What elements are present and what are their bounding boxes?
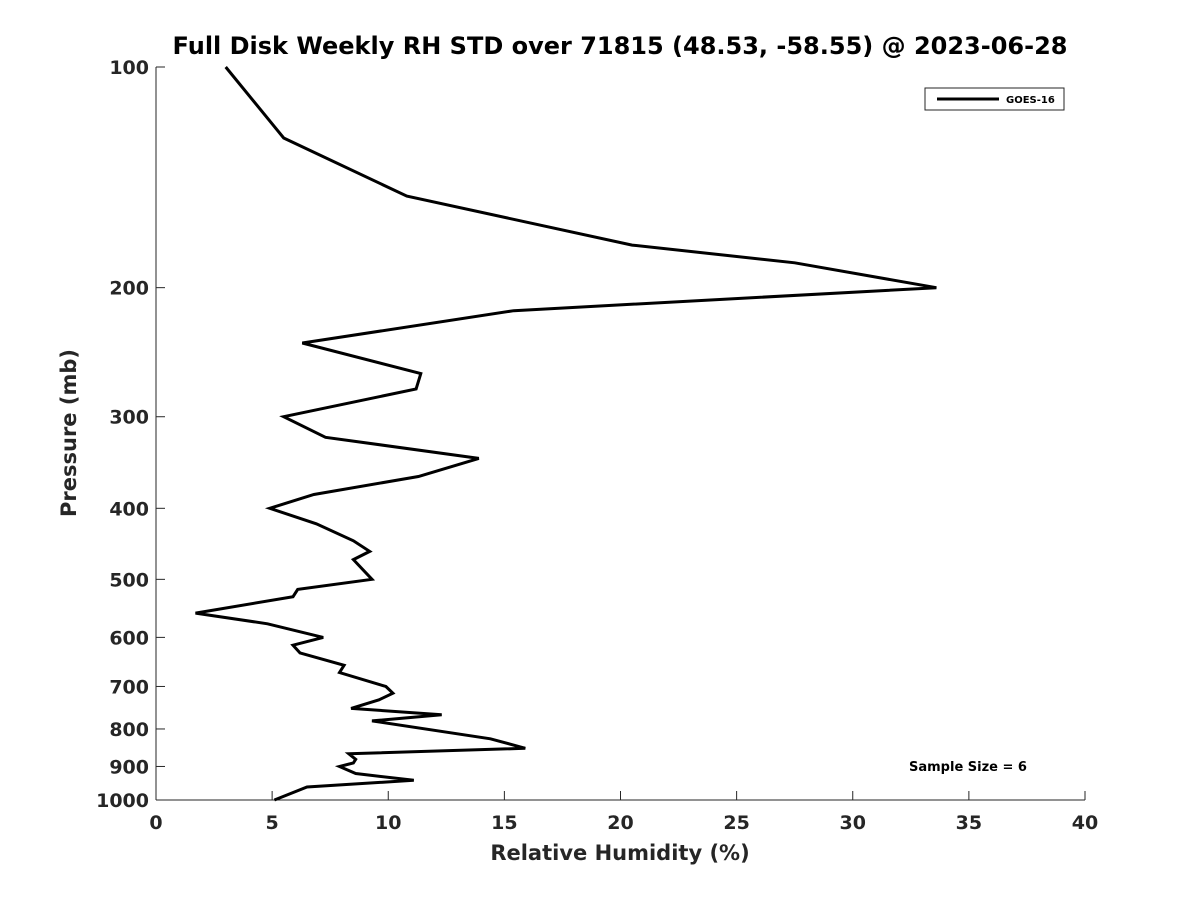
y-tick-label: 300 (109, 407, 149, 429)
plot-area: 0 5 10 15 20 25 30 35 40 100 200 300 400 500 600 700 80… (96, 57, 1098, 834)
x-tick-label: 30 (840, 812, 866, 834)
x-axis-label: Relative Humidity (%) (490, 841, 749, 865)
x-ticks: 0 5 10 15 20 25 30 35 40 (149, 791, 1098, 834)
x-tick-label: 20 (607, 812, 633, 834)
chart-title: Full Disk Weekly RH STD over 71815 (48.5… (173, 32, 1068, 60)
y-tick-label: 200 (109, 278, 149, 300)
y-ticks: 100 200 300 400 500 600 700 800 900 1000 (96, 57, 165, 812)
x-tick-label: 40 (1072, 812, 1098, 834)
x-tick-label: 25 (723, 812, 749, 834)
y-tick-label: 500 (109, 569, 149, 591)
legend: GOES-16 (924, 87, 1065, 111)
y-tick-label: 900 (109, 756, 149, 778)
x-tick-label: 5 (266, 812, 279, 834)
x-tick-label: 10 (375, 812, 401, 834)
legend-label-goes-16: GOES-16 (1006, 95, 1055, 106)
y-tick-label: 400 (109, 498, 149, 520)
x-tick-label: 35 (956, 812, 982, 834)
y-tick-label: 700 (109, 676, 149, 698)
x-tick-label: 0 (149, 812, 162, 834)
plot-frame (156, 67, 1085, 800)
x-tick-label: 15 (491, 812, 517, 834)
y-tick-label: 1000 (96, 790, 149, 812)
series-line-goes-16 (195, 66, 937, 802)
y-tick-label: 100 (109, 57, 149, 79)
y-axis-label: Pressure (mb) (57, 349, 81, 517)
series-layer (195, 66, 937, 802)
sample-size-annotation: Sample Size = 6 (909, 760, 1027, 775)
y-tick-label: 800 (109, 719, 149, 741)
y-tick-label: 600 (109, 627, 149, 649)
